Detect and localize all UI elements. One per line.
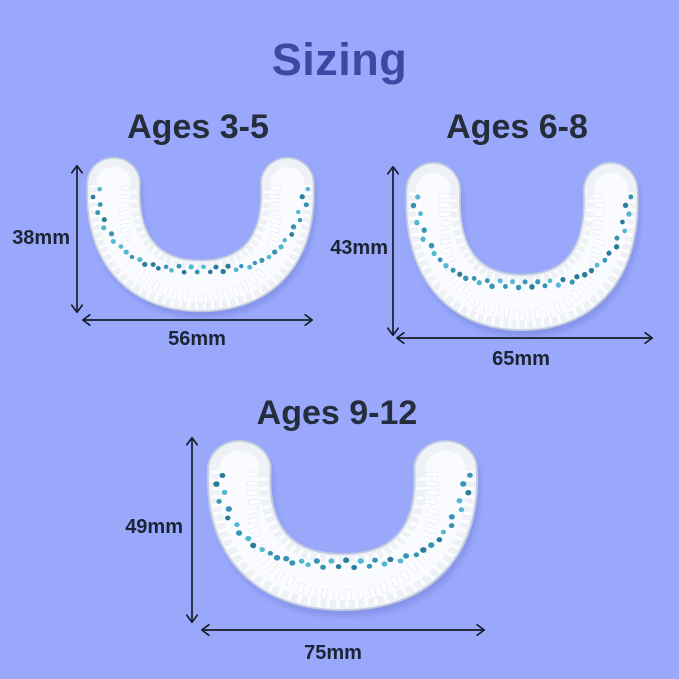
width-arrow-icon xyxy=(81,313,314,327)
height-measurement: 38mm xyxy=(12,227,70,249)
size-label: Ages 6-8 xyxy=(446,108,588,146)
width-arrow-icon xyxy=(200,623,486,637)
height-arrow-icon xyxy=(70,164,84,314)
height-arrow-icon xyxy=(185,436,199,624)
size-label: Ages 9-12 xyxy=(256,394,418,432)
width-measurement: 56mm xyxy=(168,328,226,350)
width-measurement: 65mm xyxy=(492,348,550,370)
height-arrow-icon xyxy=(386,165,400,337)
page-title: Sizing xyxy=(271,34,408,85)
mouthpiece-image xyxy=(405,162,641,337)
height-measurement: 43mm xyxy=(330,237,388,259)
mouthpiece-image xyxy=(206,440,481,617)
mouthpiece-image xyxy=(86,157,317,318)
size-label: Ages 3-5 xyxy=(127,108,269,146)
width-measurement: 75mm xyxy=(304,642,362,664)
height-measurement: 49mm xyxy=(125,516,183,538)
width-arrow-icon xyxy=(395,331,654,345)
